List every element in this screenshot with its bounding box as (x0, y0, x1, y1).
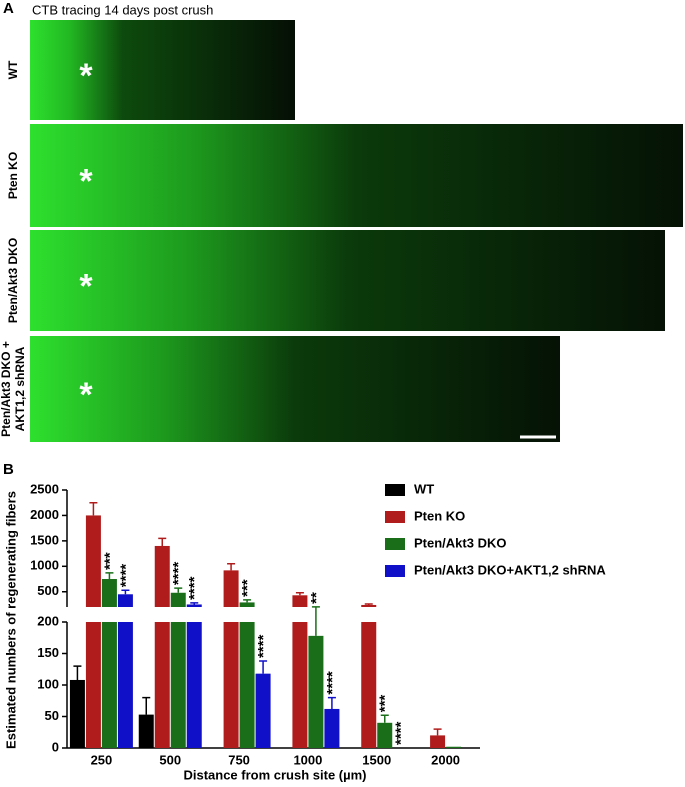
bar (101, 622, 117, 748)
legend-swatch (385, 511, 405, 523)
crush-marker: * (79, 162, 93, 200)
bar (292, 595, 308, 607)
significance-label: **** (186, 576, 203, 600)
bar (117, 622, 133, 748)
bar (101, 579, 117, 607)
bar (377, 722, 393, 748)
row-label: Pten KO (6, 152, 20, 199)
x-tick-label: 750 (228, 752, 250, 767)
bar (239, 622, 255, 748)
bar (117, 594, 133, 607)
bar (361, 604, 377, 607)
significance-label: *** (239, 579, 256, 597)
y-tick-label: 150 (37, 645, 59, 660)
micrograph (30, 20, 295, 120)
bar (223, 622, 239, 748)
bar (85, 515, 101, 607)
row-label: WT (6, 60, 20, 79)
error-bar (433, 728, 442, 736)
bar (154, 622, 170, 748)
significance-label: **** (324, 671, 341, 695)
y-tick-label: 500 (37, 583, 59, 598)
bar (186, 604, 202, 607)
bar (170, 592, 186, 607)
legend-label: Pten/Akt3 DKO+AKT1,2 shRNA (414, 562, 606, 577)
x-tick-label: 250 (91, 752, 113, 767)
error-bar (295, 592, 304, 596)
y-tick-label: 2000 (30, 507, 59, 522)
error-bar (380, 714, 389, 723)
bar (85, 622, 101, 748)
error-bar (327, 696, 336, 709)
y-tick-label: 1500 (30, 532, 59, 547)
panel-letter: A (3, 0, 14, 17)
error-bar (259, 660, 268, 674)
legend-swatch (385, 484, 405, 496)
y-tick-label: 50 (45, 708, 59, 723)
significance-label: *** (101, 552, 118, 570)
bar (170, 622, 186, 748)
legend-label: WT (414, 481, 434, 496)
y-tick-label: 0 (52, 739, 59, 754)
micrograph (30, 124, 683, 227)
error-bar (190, 602, 199, 605)
legend-swatch (385, 565, 405, 577)
significance-label: **** (255, 635, 272, 659)
row-label: AKT1,2 shRNA (13, 346, 27, 431)
y-axis-label: Estimated numbers of regenerating fibers (3, 491, 18, 749)
error-bar (158, 537, 167, 546)
x-tick-label: 500 (159, 752, 181, 767)
bar (324, 708, 340, 748)
crush-marker: * (79, 376, 93, 414)
x-tick-label: 2000 (431, 752, 460, 767)
bar (255, 673, 271, 748)
significance-label: ** (308, 592, 325, 604)
significance-label: **** (170, 562, 187, 586)
bar (154, 545, 170, 607)
bar (239, 602, 255, 607)
significance-label: *** (377, 695, 394, 713)
error-bar (73, 665, 82, 680)
x-axis-label: Distance from crush site (µm) (183, 767, 366, 782)
error-bar (227, 563, 236, 571)
bar (361, 622, 377, 748)
bar (292, 622, 308, 748)
error-bar (121, 589, 130, 595)
row-label: Pten/Akt3 DKO (6, 238, 20, 323)
bar (308, 635, 324, 748)
significance-label: **** (117, 564, 134, 588)
y-tick-label: 2500 (30, 481, 59, 496)
error-bar (142, 696, 151, 715)
row-label: Pten/Akt3 DKO + (0, 341, 13, 437)
bar (446, 746, 462, 748)
crush-marker: * (79, 57, 93, 95)
error-bar (311, 606, 320, 636)
panel-title: CTB tracing 14 days post crush (32, 2, 213, 17)
error-bar (243, 599, 252, 603)
legend-swatch (385, 538, 405, 550)
bar (186, 622, 202, 748)
x-tick-label: 1000 (293, 752, 322, 767)
y-tick-label: 1000 (30, 558, 59, 573)
bar (69, 679, 85, 748)
y-tick-label: 100 (37, 676, 59, 691)
legend-label: Pten KO (414, 508, 465, 523)
significance-label: **** (393, 721, 410, 745)
panel-letter: B (3, 461, 14, 478)
y-tick-label: 200 (37, 613, 59, 628)
micrograph (30, 336, 560, 442)
error-bar (105, 572, 114, 580)
error-bar (89, 501, 98, 516)
bar (223, 570, 239, 607)
legend-label: Pten/Akt3 DKO (414, 535, 506, 550)
error-bar (174, 587, 183, 593)
error-bar (364, 603, 373, 605)
bar (138, 714, 154, 748)
bar (430, 735, 446, 748)
x-tick-label: 1500 (362, 752, 391, 767)
micrograph (30, 230, 665, 331)
crush-marker: * (79, 267, 93, 305)
